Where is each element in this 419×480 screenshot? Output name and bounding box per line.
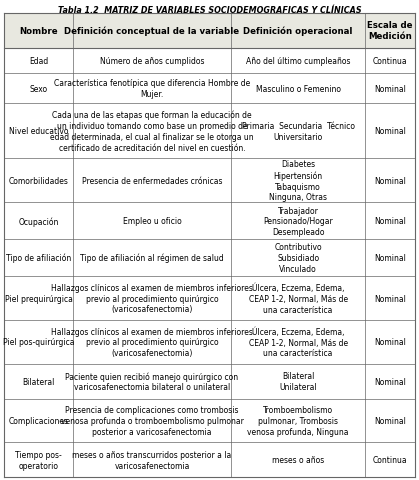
Text: Primaria  Secundaria  Técnico
Universitario: Primaria Secundaria Técnico Universitari… [242, 121, 354, 141]
Text: Presencia de enfermedades crónicas: Presencia de enfermedades crónicas [82, 177, 222, 185]
Text: Comorbilidades: Comorbilidades [8, 177, 68, 185]
Bar [4, 14, 415, 48]
Text: Nominal: Nominal [374, 127, 406, 136]
Text: Edad: Edad [29, 57, 48, 66]
Text: Nominal: Nominal [374, 177, 406, 185]
Text: Piel prequirúrgica: Piel prequirúrgica [5, 294, 72, 303]
Text: Trabajador
Pensionado/Hogar
Desempleado: Trabajador Pensionado/Hogar Desempleado [263, 206, 333, 237]
Text: Nominal: Nominal [374, 416, 406, 425]
Text: Diabetes
Hipertensión
Tabaquismo
Ninguna, Otras: Diabetes Hipertensión Tabaquismo Ninguna… [269, 160, 327, 202]
Text: Definición conceptual de la variable: Definición conceptual de la variable [65, 26, 240, 36]
Text: Tabla 1.2  MATRIZ DE VARIABLES SOCIODEMOGRAFICAS Y CLÍNICAS: Tabla 1.2 MATRIZ DE VARIABLES SOCIODEMOG… [58, 6, 361, 15]
Text: Nombre: Nombre [19, 27, 58, 36]
Text: Cada una de las etapas que forman la educación de
un individuo tomando como base: Cada una de las etapas que forman la edu… [50, 110, 254, 152]
Text: Bilateral: Bilateral [22, 377, 54, 386]
Text: Nominal: Nominal [374, 253, 406, 263]
Text: meses o años transcurridos posterior a la
varicosafenectomia: meses o años transcurridos posterior a l… [72, 450, 232, 469]
Text: Paciente quien recibió manejo quirúrgico con
varicosafenectomia bilateral o unil: Paciente quien recibió manejo quirúrgico… [65, 372, 238, 392]
Text: Hallazgos clínicos al examen de miembros inferiores
previo al procedimiento quir: Hallazgos clínicos al examen de miembros… [51, 327, 253, 358]
Text: Complicaciones: Complicaciones [8, 416, 68, 425]
Text: Empleo u oficio: Empleo u oficio [123, 217, 181, 226]
Text: Nominal: Nominal [374, 377, 406, 386]
Text: Característica fenotípica que diferencia Hombre de
Mujer.: Característica fenotípica que diferencia… [54, 79, 250, 99]
Text: Nominal: Nominal [374, 338, 406, 347]
Text: Úlcera, Eczema, Edema,
CEAP 1-2, Normal, Más de
una característica: Úlcera, Eczema, Edema, CEAP 1-2, Normal,… [248, 283, 348, 314]
Text: Año del último cumpleaños: Año del último cumpleaños [246, 57, 350, 66]
Text: Tromboembolismo
pulmonar, Trombosis
venosa profunda, Ninguna: Tromboembolismo pulmonar, Trombosis veno… [247, 405, 349, 436]
Text: Continua: Continua [373, 57, 407, 66]
Text: Tiempo pos-
operatorio: Tiempo pos- operatorio [15, 450, 62, 469]
Text: Presencia de complicaciones como trombosis
venosa profunda o tromboembolismo pul: Presencia de complicaciones como trombos… [61, 405, 243, 436]
Text: Bilateral
Unilateral: Bilateral Unilateral [279, 372, 317, 391]
Text: Nivel educativo: Nivel educativo [9, 127, 68, 136]
Text: Masculino o Femenino: Masculino o Femenino [256, 84, 341, 93]
Text: Tipo de afiliación: Tipo de afiliación [6, 253, 71, 263]
Text: meses o años: meses o años [272, 455, 324, 464]
Text: Nominal: Nominal [374, 217, 406, 226]
Text: Escala de
Medición: Escala de Medición [367, 22, 413, 41]
Text: Hallazgos clínicos al examen de miembros inferiores
previo al procedimiento quir: Hallazgos clínicos al examen de miembros… [51, 283, 253, 314]
Text: Sexo: Sexo [29, 84, 47, 93]
Text: Número de años cumplidos: Número de años cumplidos [100, 57, 204, 66]
Text: Contributivo
Subsidiado
Vinculado: Contributivo Subsidiado Vinculado [274, 243, 322, 274]
Text: Continua: Continua [373, 455, 407, 464]
Text: Úlcera, Eczema, Edema,
CEAP 1-2, Normal, Más de
una característica: Úlcera, Eczema, Edema, CEAP 1-2, Normal,… [248, 327, 348, 358]
Text: Tipo de afiliación al régimen de salud: Tipo de afiliación al régimen de salud [80, 253, 224, 263]
Text: Piel pos-quirúrgica: Piel pos-quirúrgica [3, 338, 74, 347]
Text: Definición operacional: Definición operacional [243, 26, 353, 36]
Text: Nominal: Nominal [374, 294, 406, 303]
Text: Ocupación: Ocupación [18, 216, 59, 226]
Text: Nominal: Nominal [374, 84, 406, 93]
